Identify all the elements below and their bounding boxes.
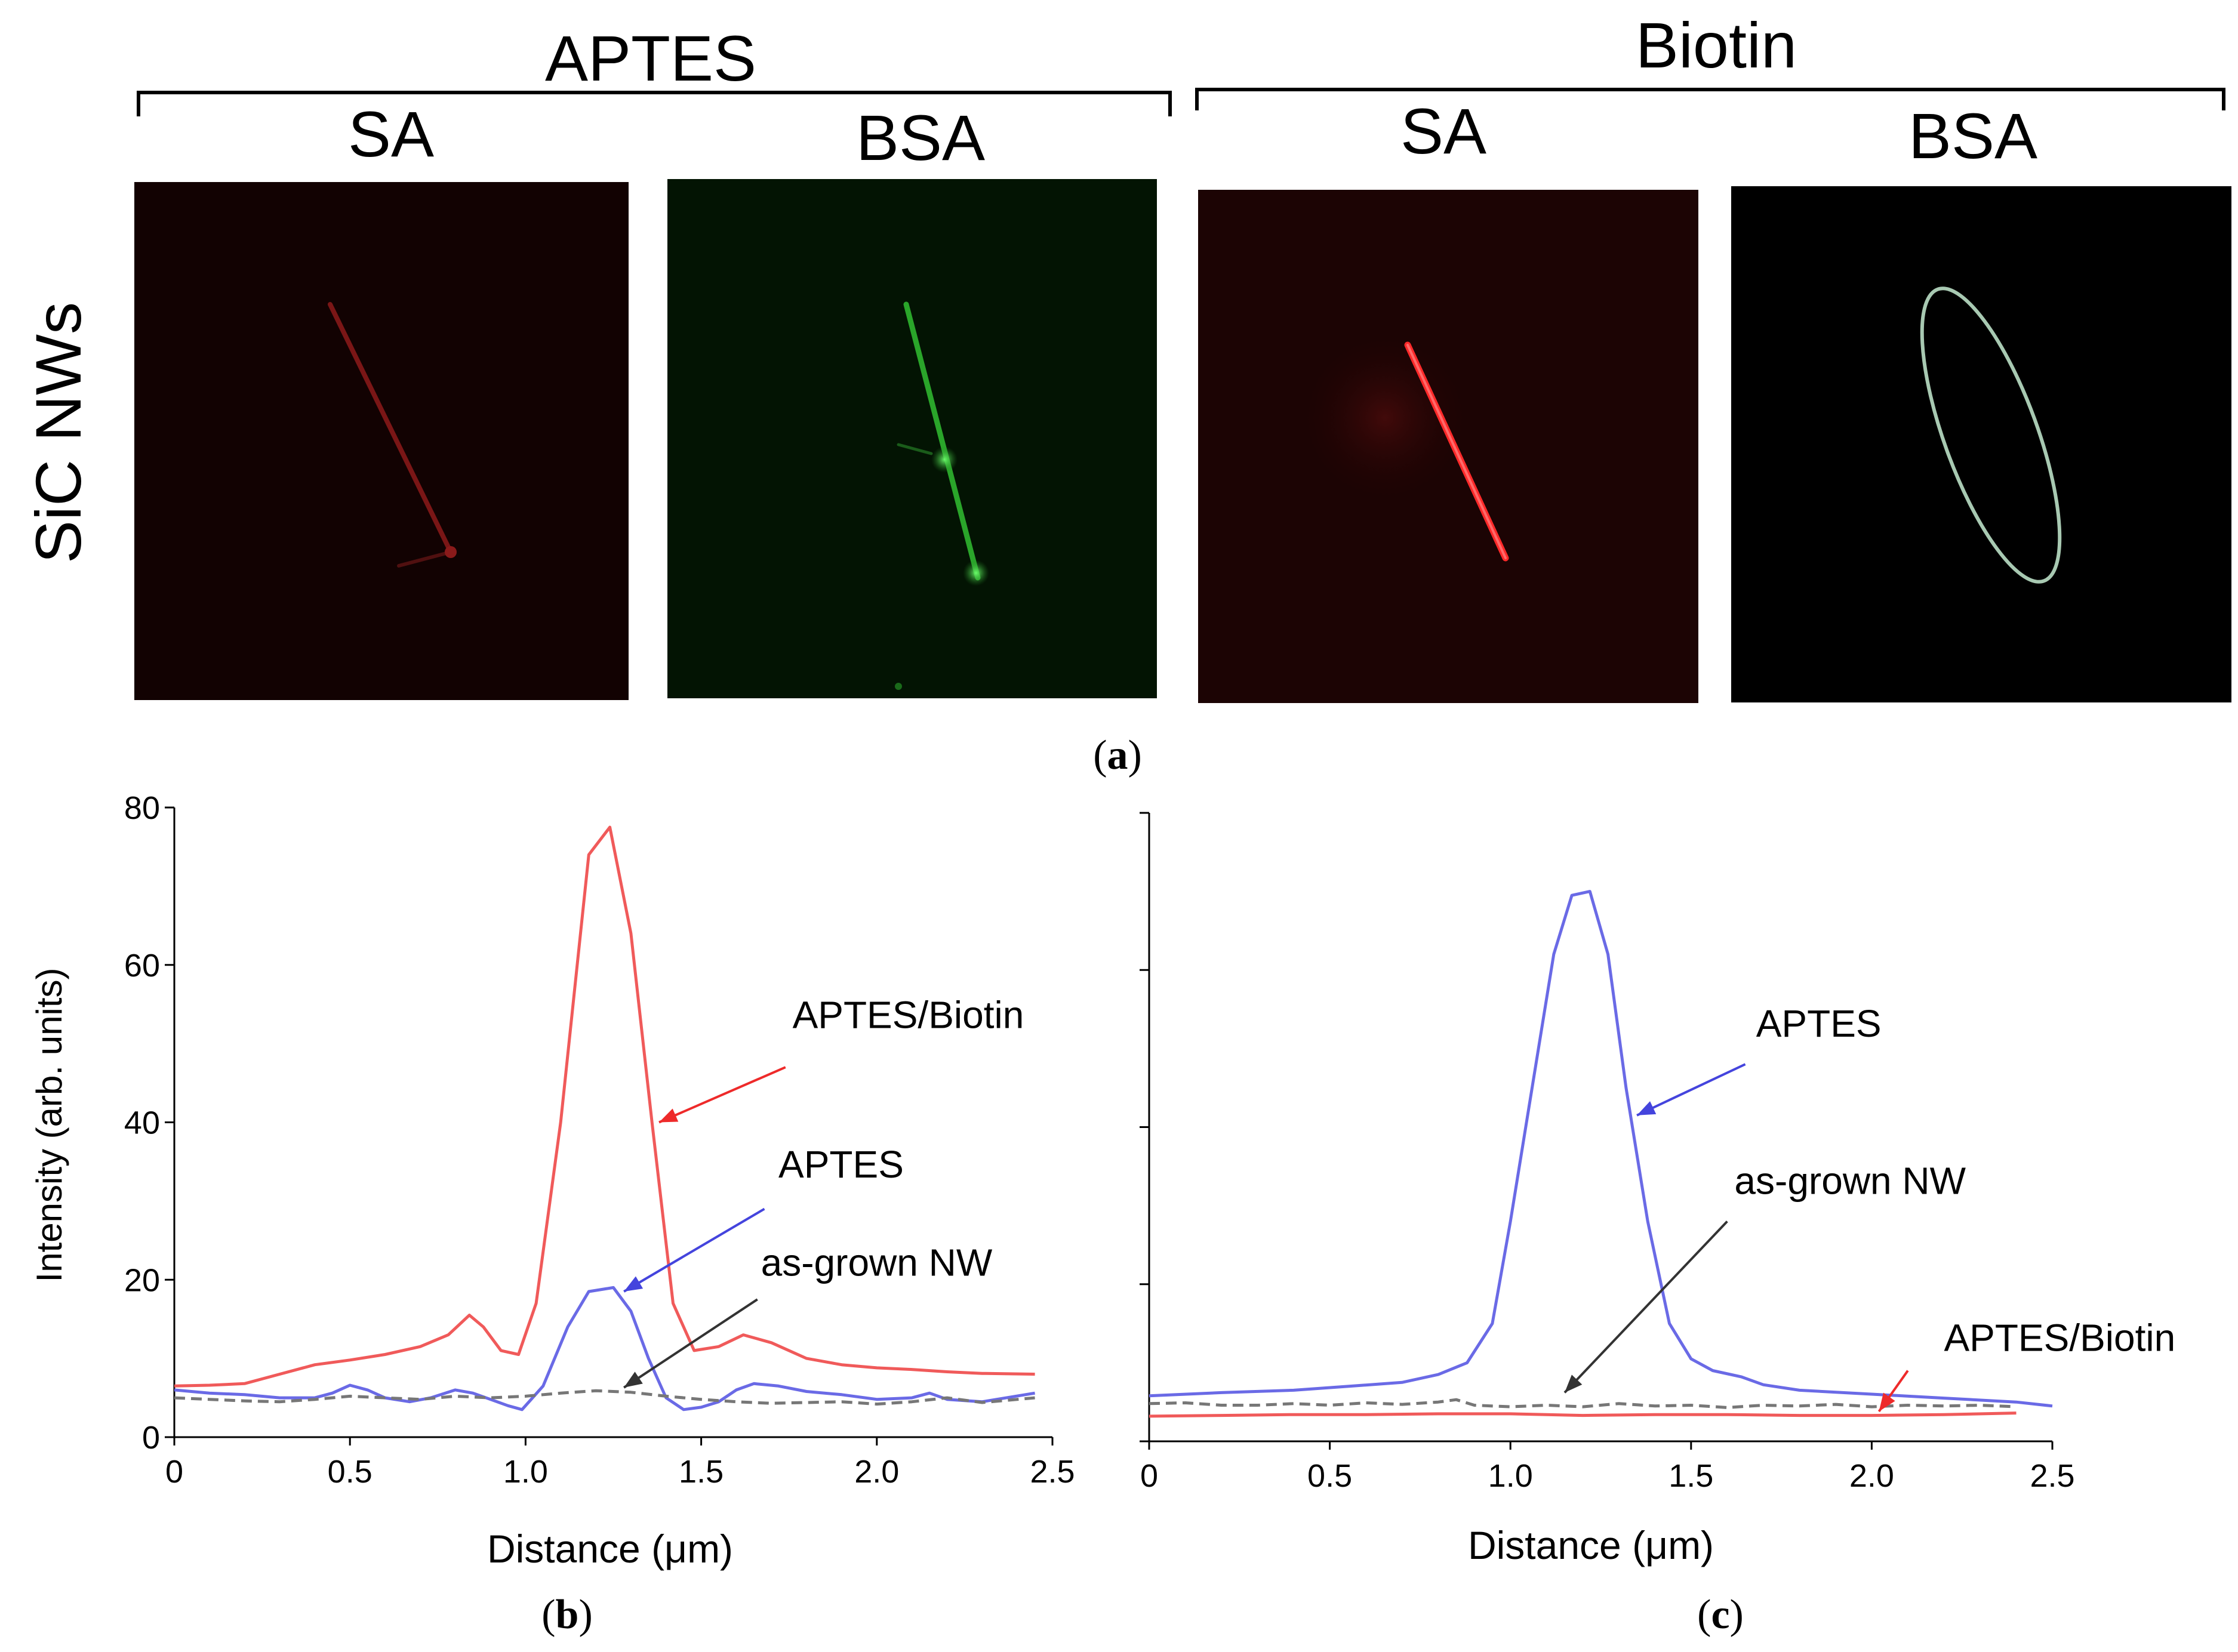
chart-b-ylabel: Intensity (arb. units) xyxy=(29,968,69,1283)
b-arrowhead-aptes-biotin xyxy=(658,1108,679,1123)
c-annotation-aptes-biotin: APTES/Biotin xyxy=(1944,1317,2175,1360)
group-label-biotin: Biotin xyxy=(1636,9,1797,81)
b-y-tick-label: 60 xyxy=(124,948,160,984)
chart-c: 0 0.5 1.0 1.5 2.0 2.5 APTES as-grown NW APTES/B… xyxy=(1140,812,2175,1638)
chart-b-axes: 0 0.5 1.0 1.5 2.0 2.5 0 20 40 60 80 xyxy=(124,790,1075,1490)
c-arrowhead-aptes xyxy=(1637,1101,1657,1115)
chart-b-series xyxy=(174,825,1036,1411)
micrograph-aptes-bsa xyxy=(667,179,1157,698)
caption-b: (b) xyxy=(541,1592,593,1638)
b-series-as-grown-nw xyxy=(174,1389,1035,1406)
b-y-tick-label: 20 xyxy=(124,1262,160,1298)
micrograph-aptes-sa xyxy=(134,182,629,700)
chart-c-axes: 0 0.5 1.0 1.5 2.0 2.5 xyxy=(1140,812,2075,1494)
c-series-as-grown-nw xyxy=(1149,1398,2017,1409)
c-x-tick-label: 2.0 xyxy=(1849,1458,1894,1494)
c-annotation-aptes: APTES xyxy=(1756,1002,1882,1045)
b-series-aptes-biotin xyxy=(174,825,1035,1388)
caption-c: (c) xyxy=(1697,1592,1744,1638)
chart-b-xlabel: Distance (μm) xyxy=(487,1527,733,1571)
b-annotation-aptes-biotin: APTES/Biotin xyxy=(793,993,1024,1036)
chart-c-annotations: APTES as-grown NW APTES/Biotin xyxy=(1563,1002,2175,1413)
column-label-aptes-bsa: BSA xyxy=(856,101,985,174)
column-label-biotin-bsa: BSA xyxy=(1908,100,2037,172)
b-y-tick-label: 0 xyxy=(142,1420,160,1456)
b-series-aptes xyxy=(174,1286,1036,1411)
c-x-tick-label: 0.5 xyxy=(1307,1458,1352,1494)
b-x-tick-label: 2.0 xyxy=(854,1454,899,1490)
column-label-aptes-sa: SA xyxy=(348,98,434,170)
b-arrow-aptes xyxy=(623,1207,765,1293)
b-annotation-as-grown-nw: as-grown NW xyxy=(761,1241,993,1284)
c-series-aptes xyxy=(1149,890,2053,1408)
c-arrowhead-as-grown-nw xyxy=(1564,1374,1583,1393)
bracket-aptes xyxy=(137,91,1172,116)
chart-c-series xyxy=(1149,890,2053,1418)
c-arrow-as-grown-nw xyxy=(1563,1220,1728,1394)
micrograph-biotin-bsa xyxy=(1731,186,2231,702)
c-arrowhead-aptes-biotin xyxy=(1879,1392,1895,1411)
chart-c-xlabel: Distance (μm) xyxy=(1468,1523,1714,1567)
b-y-tick-label: 80 xyxy=(124,790,160,826)
c-x-tick-label: 1.0 xyxy=(1488,1458,1533,1494)
b-x-tick-label: 2.5 xyxy=(1030,1454,1075,1490)
c-series-aptes-biotin xyxy=(1149,1411,2017,1418)
b-arrowhead-aptes xyxy=(624,1276,644,1292)
c-x-tick-label: 1.5 xyxy=(1669,1458,1713,1494)
panel-a: APTES Biotin SA BSA SA BSA SiC NWs xyxy=(22,9,2231,778)
group-label-aptes: APTES xyxy=(545,22,756,94)
chart-b-annotations: APTES/Biotin APTES as-grown NW xyxy=(623,993,1024,1389)
bracket-biotin xyxy=(1195,88,2225,110)
b-x-tick-label: 0.5 xyxy=(328,1454,373,1490)
b-x-tick-label: 0 xyxy=(165,1454,183,1490)
b-x-tick-label: 1.5 xyxy=(679,1454,724,1490)
c-x-tick-label: 2.5 xyxy=(2030,1458,2074,1494)
column-label-biotin-sa: SA xyxy=(1400,95,1486,167)
b-arrow-as-grown-nw xyxy=(623,1298,758,1389)
b-x-tick-label: 1.0 xyxy=(503,1454,548,1490)
b-arrowhead-as-grown-nw xyxy=(624,1371,643,1388)
b-y-tick-label: 40 xyxy=(124,1105,160,1141)
c-x-tick-label: 0 xyxy=(1140,1458,1158,1494)
micrograph-biotin-sa xyxy=(1198,190,1698,703)
c-annotation-as-grown-nw: as-grown NW xyxy=(1734,1159,1966,1202)
caption-a: (a) xyxy=(1093,732,1142,778)
c-arrow-aptes xyxy=(1636,1063,1746,1117)
b-arrow-aptes-biotin xyxy=(658,1066,786,1124)
row-label-sic-nws: SiC NWs xyxy=(22,302,94,563)
b-annotation-aptes: APTES xyxy=(778,1143,904,1186)
